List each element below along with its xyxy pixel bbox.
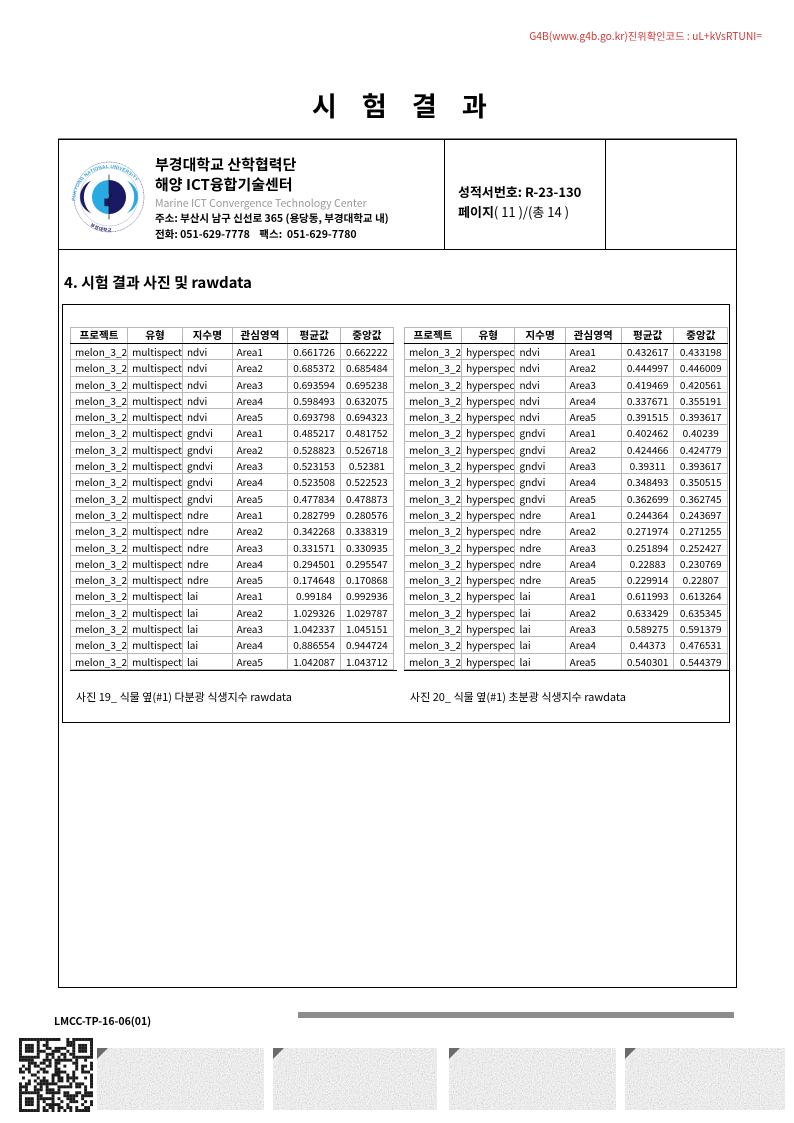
svg-text:부경대학교: 부경대학교 <box>89 222 112 233</box>
